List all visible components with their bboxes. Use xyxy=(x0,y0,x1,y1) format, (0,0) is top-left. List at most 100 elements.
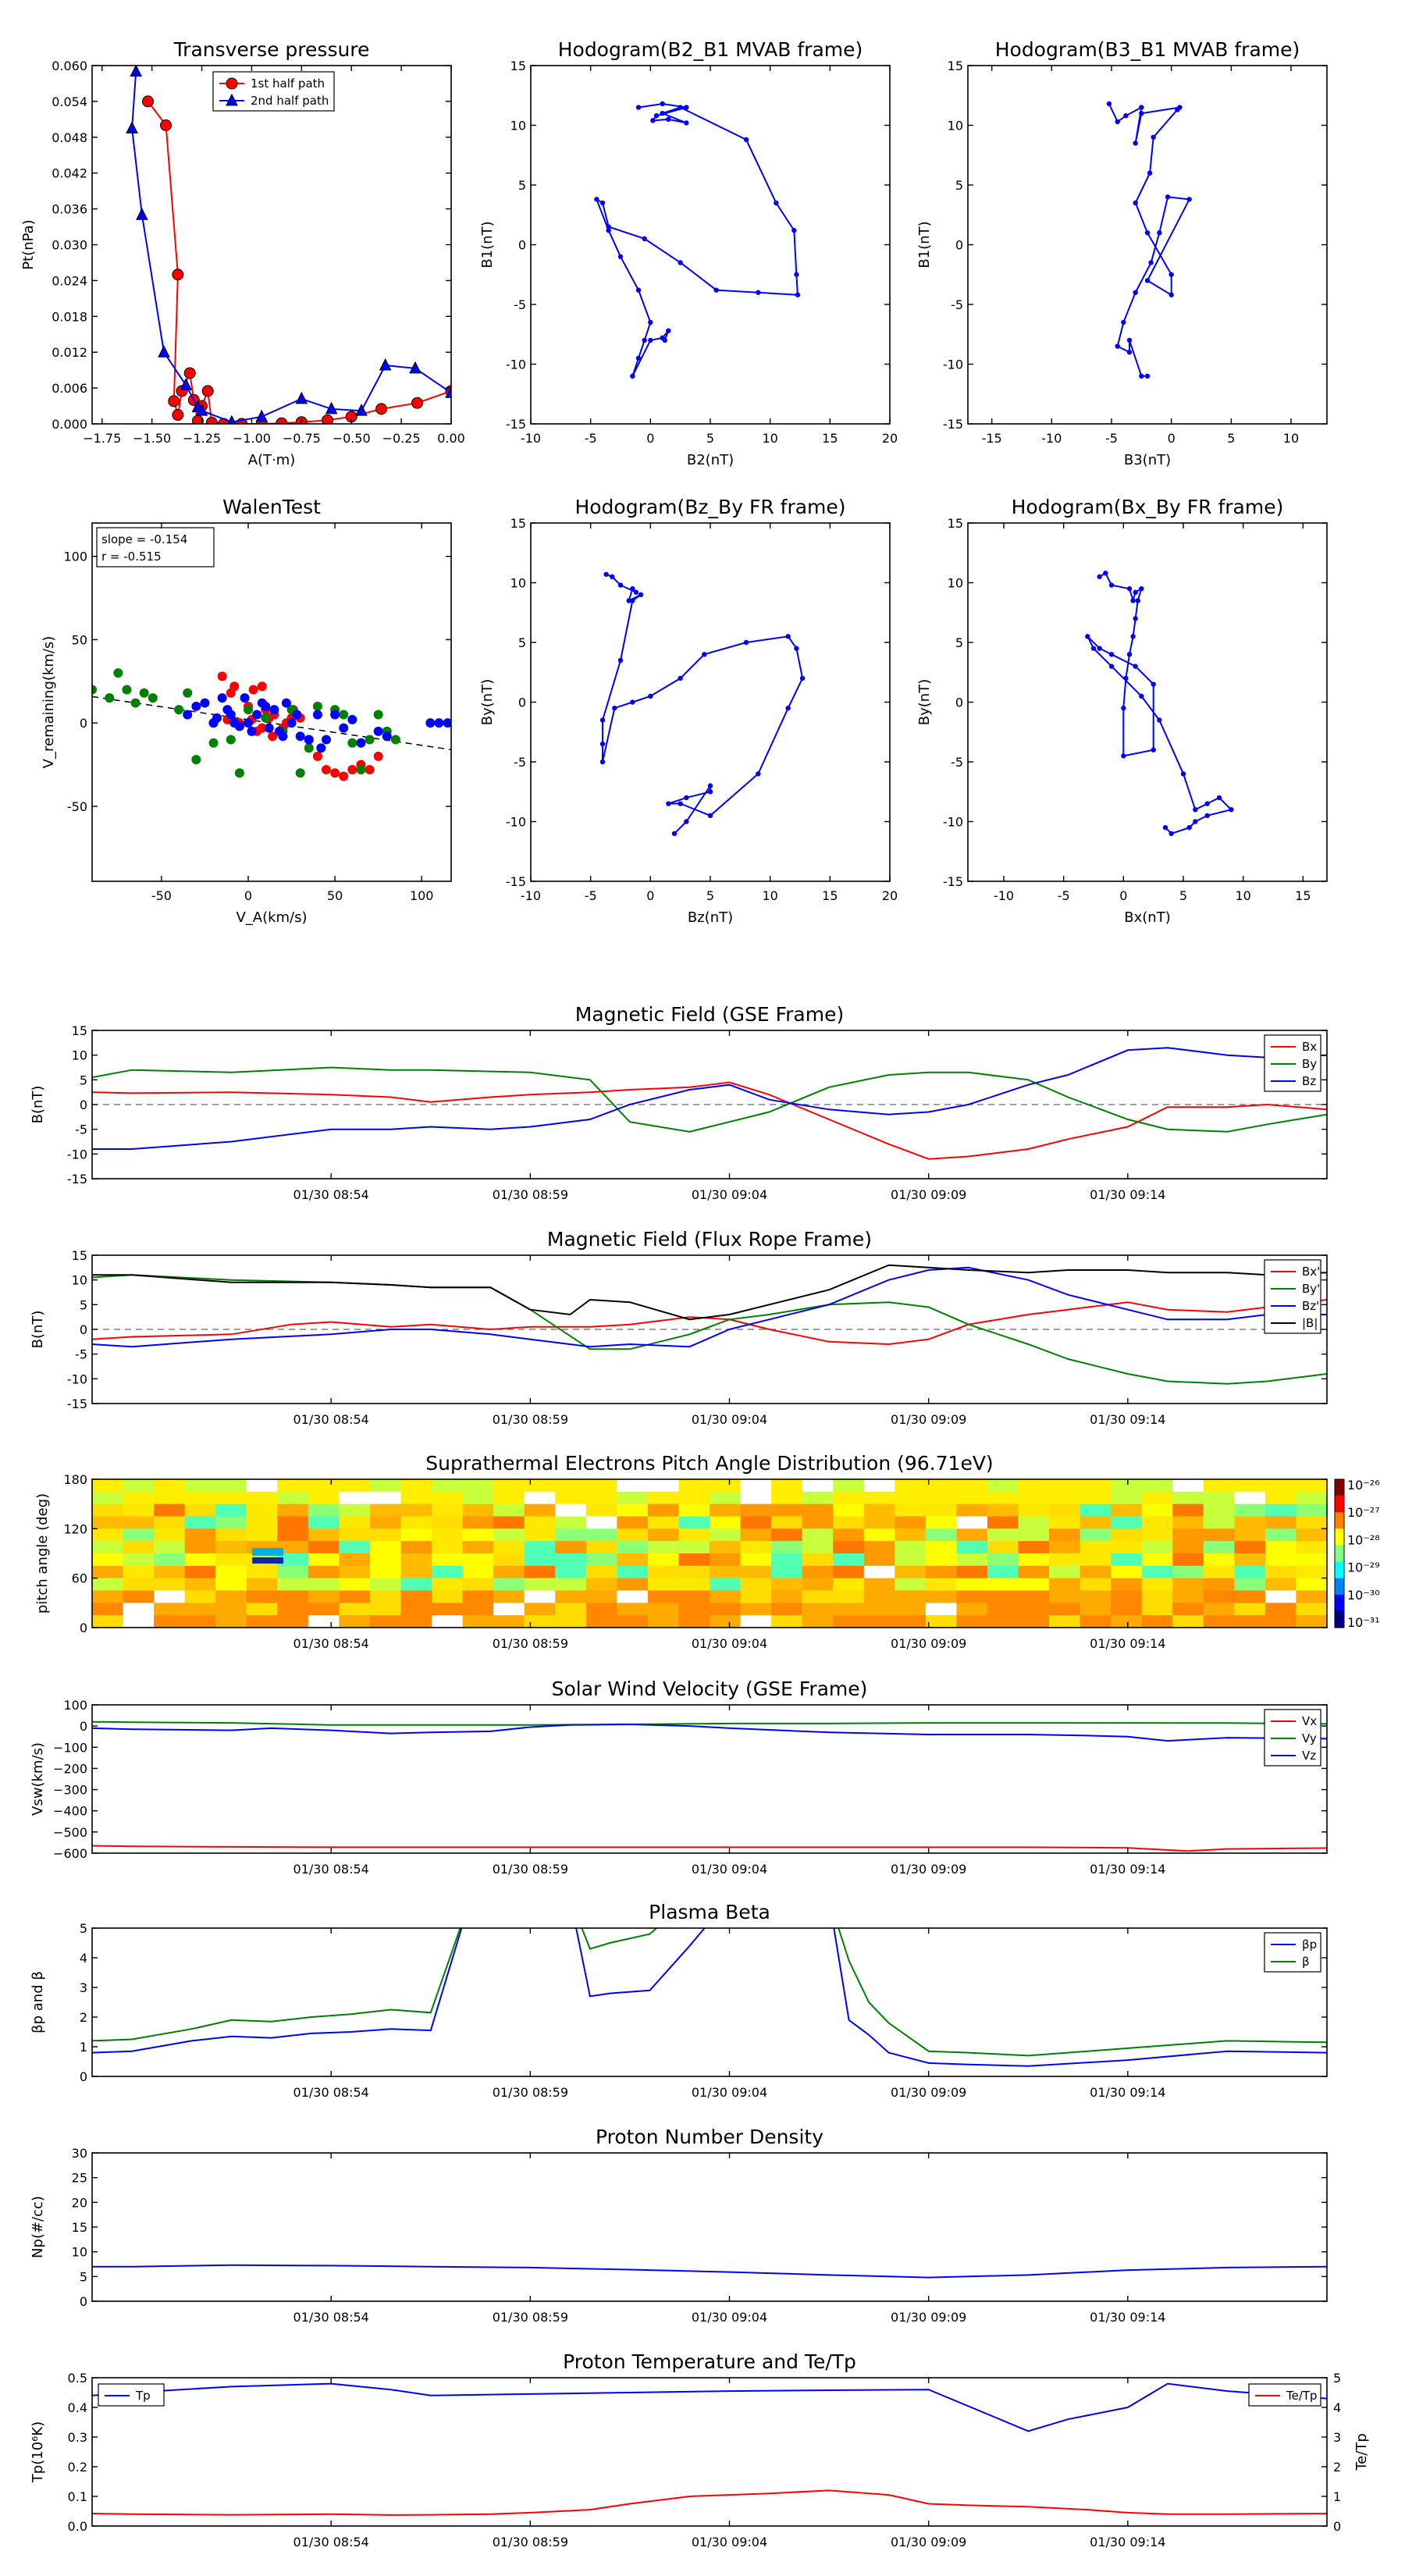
data-point xyxy=(322,735,331,745)
heatmap-cell xyxy=(771,1565,803,1579)
heatmap-cell xyxy=(647,1541,680,1554)
data-point xyxy=(1144,278,1151,283)
heatmap-cell xyxy=(1203,1565,1235,1579)
heatmap-cell xyxy=(925,1603,957,1616)
heatmap-cell xyxy=(833,1528,865,1542)
chart-title: Hodogram(B2_B1 MVAB frame) xyxy=(558,38,863,61)
data-point xyxy=(1186,824,1192,831)
heatmap-cell xyxy=(1080,1541,1112,1554)
data-point xyxy=(1121,319,1126,326)
y-axis-label: pitch angle (deg) xyxy=(34,1493,51,1614)
legend-label: β xyxy=(1302,1955,1310,1969)
heatmap-cell xyxy=(987,1528,1019,1542)
heatmap-cell xyxy=(462,1503,494,1517)
series-line xyxy=(92,1066,1327,1133)
y-tick-label: 0 xyxy=(955,696,963,710)
y-tick-label: 0.024 xyxy=(52,273,87,288)
heatmap-cell xyxy=(740,1541,772,1554)
x-tick-label: 01/30 09:04 xyxy=(692,1187,767,1202)
data-point xyxy=(633,589,639,595)
heatmap-cell xyxy=(277,1603,309,1616)
fit-line xyxy=(92,696,451,751)
chart-mag_fr: Magnetic Field (Flux Rope Frame) -15 -10 -5… xyxy=(30,1228,1328,1427)
heatmap-cell xyxy=(647,1553,680,1567)
heatmap-cell xyxy=(1080,1590,1112,1603)
x-tick-label: 01/30 08:54 xyxy=(293,2535,369,2549)
heatmap-cell xyxy=(432,1528,464,1542)
heatmap-cell xyxy=(400,1615,432,1628)
heatmap-cell xyxy=(555,1578,587,1592)
heatmap-cell xyxy=(1172,1491,1204,1505)
x-tick-label: −1.00 xyxy=(233,431,271,446)
data-point xyxy=(295,391,308,404)
heatmap-cell xyxy=(956,1491,988,1505)
y-tick-label: 30 xyxy=(72,2146,87,2161)
heatmap-cell xyxy=(956,1541,988,1554)
annotation-box xyxy=(96,527,215,568)
chart-title: Plasma Beta xyxy=(649,1901,770,1923)
heatmap-cell xyxy=(678,1553,710,1567)
data-point xyxy=(606,227,611,233)
heatmap-cell xyxy=(617,1491,649,1505)
heatmap-cell xyxy=(369,1565,402,1579)
y-axis-label: B(nT) xyxy=(30,1311,46,1349)
data-point xyxy=(1165,194,1171,200)
heatmap-cell xyxy=(833,1603,865,1616)
right-y-tick-label: 1 xyxy=(1333,2489,1341,2504)
heatmap-cell xyxy=(1296,1503,1327,1517)
heatmap-cell xyxy=(246,1578,278,1592)
heatmap-cell xyxy=(1172,1541,1204,1554)
heatmap-cell xyxy=(710,1553,742,1567)
x-axis-label: B3(nT) xyxy=(1124,452,1171,468)
y-axis-label: By(nT) xyxy=(479,679,496,725)
heatmap-cell xyxy=(1234,1590,1266,1603)
heatmap-cell xyxy=(647,1578,680,1592)
series-line xyxy=(92,2382,1327,2432)
y-tick-label: 0.000 xyxy=(52,417,87,432)
data-point xyxy=(244,705,253,715)
y-tick-label: 0.3 xyxy=(68,2430,87,2445)
heatmap-cell xyxy=(555,1603,587,1616)
chart-temp: Proton Temperature and Te/Tp 0.0 0.1 0.2 0.3… xyxy=(30,2350,1370,2549)
legend-label: Bx xyxy=(1302,1040,1317,1054)
legend-label: 2nd half path xyxy=(251,94,329,108)
colorbar-segment xyxy=(1335,1578,1344,1596)
heatmap-cell xyxy=(123,1528,155,1542)
right-y-tick-label: 5 xyxy=(1333,2371,1341,2386)
heatmap-cell xyxy=(1049,1516,1081,1529)
chart-hodo_bx_by: Hodogram(Bx_By FR frame) -15 -10 -5 0 5 10 15 -1… xyxy=(916,496,1328,926)
heatmap-cell xyxy=(432,1565,464,1579)
heatmap-cell xyxy=(678,1491,710,1505)
data-point xyxy=(648,337,653,343)
heatmap-cell xyxy=(154,1479,186,1493)
heatmap-cell xyxy=(246,1479,278,1493)
legend-label: Bz' xyxy=(1302,1299,1319,1313)
heatmap-cell xyxy=(710,1541,742,1554)
heatmap-cell xyxy=(215,1528,247,1542)
heatmap-cell xyxy=(987,1516,1019,1529)
data-point xyxy=(339,723,349,733)
heatmap-cell xyxy=(1234,1528,1266,1542)
y-tick-label: 0.1 xyxy=(68,2489,87,2504)
heatmap-cell xyxy=(1018,1503,1050,1517)
heatmap-cell xyxy=(956,1503,988,1517)
x-tick-label: -5 xyxy=(1105,431,1118,446)
heatmap-cell xyxy=(1141,1528,1173,1542)
heatmap-cell xyxy=(184,1528,216,1542)
heatmap-cell xyxy=(555,1615,587,1628)
data-point xyxy=(1133,589,1138,595)
x-tick-label: 01/30 09:04 xyxy=(692,1412,767,1427)
heatmap-cell xyxy=(1203,1541,1235,1554)
data-point xyxy=(599,741,606,747)
x-tick-label: -15 xyxy=(982,431,1002,446)
y-tick-label: 0.4 xyxy=(68,2400,87,2415)
heatmap-cell xyxy=(369,1528,402,1542)
series-line xyxy=(1087,571,1233,834)
data-point xyxy=(312,751,322,761)
y-axis-label: Tp(10⁶K) xyxy=(30,2421,46,2483)
heatmap-cell xyxy=(339,1491,371,1505)
heatmap-cell xyxy=(1172,1503,1204,1517)
heatmap-cell xyxy=(1080,1528,1112,1542)
heatmap-cell xyxy=(740,1603,772,1616)
chart-title: Hodogram(Bx_By FR frame) xyxy=(1012,496,1284,518)
